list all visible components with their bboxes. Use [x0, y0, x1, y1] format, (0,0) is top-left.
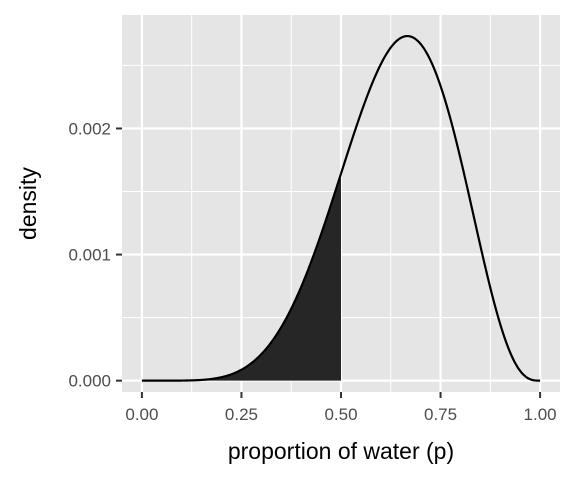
x-tick-label: 0.75: [424, 405, 457, 424]
y-tick-label: 0.001: [68, 246, 111, 265]
x-tick-label: 0.25: [225, 405, 258, 424]
density-curve: [141, 34, 541, 382]
x-axis-title: proportion of water (p): [228, 438, 454, 464]
x-tick-label: 1.00: [524, 405, 557, 424]
y-tick-label: 0.000: [68, 372, 111, 391]
x-axis-ticks: 0.00 0.25 0.50 0.75 1.00: [125, 392, 557, 424]
y-tick-label: 0.002: [68, 119, 111, 138]
x-tick-label: 0.50: [324, 405, 357, 424]
y-axis-ticks: 0.000 0.001 0.002: [68, 119, 122, 391]
x-tick-label: 0.00: [125, 405, 158, 424]
y-axis-title: density: [15, 167, 41, 240]
shaded-area: [141, 173, 341, 381]
